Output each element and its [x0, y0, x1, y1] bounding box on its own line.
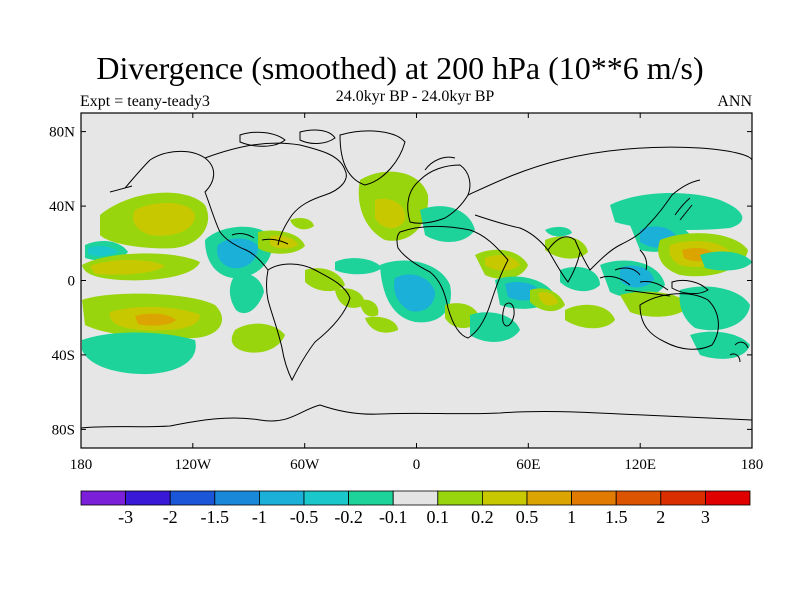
field-negative	[690, 331, 750, 359]
colorbar-label: -0.2	[334, 507, 363, 527]
colorbar-label: -0.1	[379, 507, 408, 527]
colorbar-swatch	[169, 490, 216, 506]
coastline-south-america	[266, 263, 351, 382]
field-negative	[335, 258, 382, 275]
field-negative	[700, 251, 752, 271]
colorbar-label: 1	[567, 507, 576, 527]
field-positive	[360, 299, 379, 317]
field-negative	[545, 226, 572, 237]
field-positive-strong	[90, 260, 165, 275]
time-range-label: 24.0kyr BP - 24.0kyr BP	[335, 88, 495, 105]
coastline-greenland	[339, 130, 406, 186]
colorbar-swatch	[258, 490, 305, 506]
x-tick-label: 120E	[624, 457, 656, 473]
colorbar-swatch	[303, 490, 349, 506]
plot-title: Divergence (smoothed) at 200 hPa (10**6 …	[96, 50, 704, 86]
colorbar-swatch	[571, 490, 617, 506]
coastline-alaska	[109, 159, 151, 193]
colorbar-label: 3	[701, 507, 710, 527]
y-tick-label: 40S	[52, 348, 75, 364]
field-negative-strong	[217, 238, 258, 269]
field-negative	[82, 332, 196, 375]
colorbar-swatch	[80, 490, 126, 506]
colorbar-label: -2	[163, 507, 178, 527]
y-tick-label: 80N	[49, 125, 75, 141]
colorbar-label: 0.2	[471, 507, 494, 527]
field-negative	[560, 266, 600, 292]
coastline-indonesia	[599, 267, 671, 297]
field-positive	[620, 291, 690, 317]
field-positive	[290, 218, 314, 230]
field-positive	[231, 323, 285, 353]
coastline-north-america	[149, 142, 347, 271]
field-negative	[420, 206, 475, 242]
x-tick-label: 180	[741, 457, 764, 473]
colorbar-label: 2	[656, 507, 665, 527]
field-negative	[470, 312, 520, 342]
x-tick-label: 0	[413, 457, 421, 473]
colorbar-swatch	[392, 490, 439, 506]
colorbar-swatch	[481, 490, 528, 506]
x-tick-label: 180	[70, 457, 93, 473]
y-tick-label: 0	[68, 274, 76, 290]
field-negative-strong	[394, 274, 435, 312]
y-tick-label: 80S	[52, 422, 75, 438]
colorbar-swatch	[214, 490, 260, 506]
coastline-africa	[396, 225, 509, 339]
coastline-arctic-islands	[239, 129, 336, 147]
field-negative	[229, 273, 264, 314]
coastline-madagascar	[502, 302, 515, 327]
colorbar-label: 1.5	[605, 507, 628, 527]
colorbar-label: 0.5	[516, 507, 539, 527]
coastline-new-guinea	[671, 279, 709, 295]
field-positive	[305, 268, 345, 292]
season-label: ANN	[717, 93, 752, 110]
field-positive-strong	[538, 292, 558, 306]
divergence-field	[82, 171, 752, 375]
field-negative-strong	[620, 265, 654, 288]
colorbar-label: -0.5	[290, 507, 319, 527]
coastline-india	[547, 249, 581, 283]
x-tick-label: 120W	[174, 457, 212, 473]
field-positive	[565, 304, 615, 329]
field-positive-strong	[375, 198, 406, 229]
field-positive-strong	[133, 203, 195, 236]
coastline-australia	[639, 293, 719, 350]
coastline-europe	[407, 156, 471, 224]
colorbar-swatch	[705, 490, 751, 506]
colorbar-label: -1.5	[201, 507, 230, 527]
x-tick-label: 60W	[290, 457, 320, 473]
field-positive-core	[135, 313, 176, 326]
colorbar-label: -1	[252, 507, 267, 527]
colorbar-label: -3	[118, 507, 133, 527]
coastline-japan	[674, 197, 693, 221]
field-positive	[365, 316, 398, 333]
colorbar-swatch	[526, 490, 572, 506]
y-axis-ticks	[81, 131, 752, 430]
experiment-label: Expt = teany-teady3	[80, 93, 210, 110]
colorbar-swatch	[125, 490, 171, 506]
coastline-new-zealand	[729, 341, 749, 363]
coastlines	[81, 129, 752, 429]
field-negative	[88, 245, 118, 257]
x-tick-label: 60E	[516, 457, 540, 473]
x-axis-ticks	[80, 113, 753, 448]
coastline-philippines	[639, 249, 648, 271]
colorbar-swatch	[437, 490, 483, 506]
colorbar-label: 0.1	[427, 507, 450, 527]
field-positive	[545, 236, 588, 259]
colorbar: -3 -2 -1.5 -1 -0.5 -0.2 -0.1 0.1 0.2 0.5 1 1.5 2 3	[80, 490, 751, 527]
field-positive-strong	[485, 255, 520, 271]
colorbar-swatch	[615, 490, 662, 506]
colorbar-swatch	[348, 490, 394, 506]
coastline-asia	[467, 146, 752, 271]
colorbar-swatch	[660, 490, 706, 506]
y-tick-label: 40N	[49, 199, 75, 215]
coastline-antarctica	[81, 404, 752, 429]
